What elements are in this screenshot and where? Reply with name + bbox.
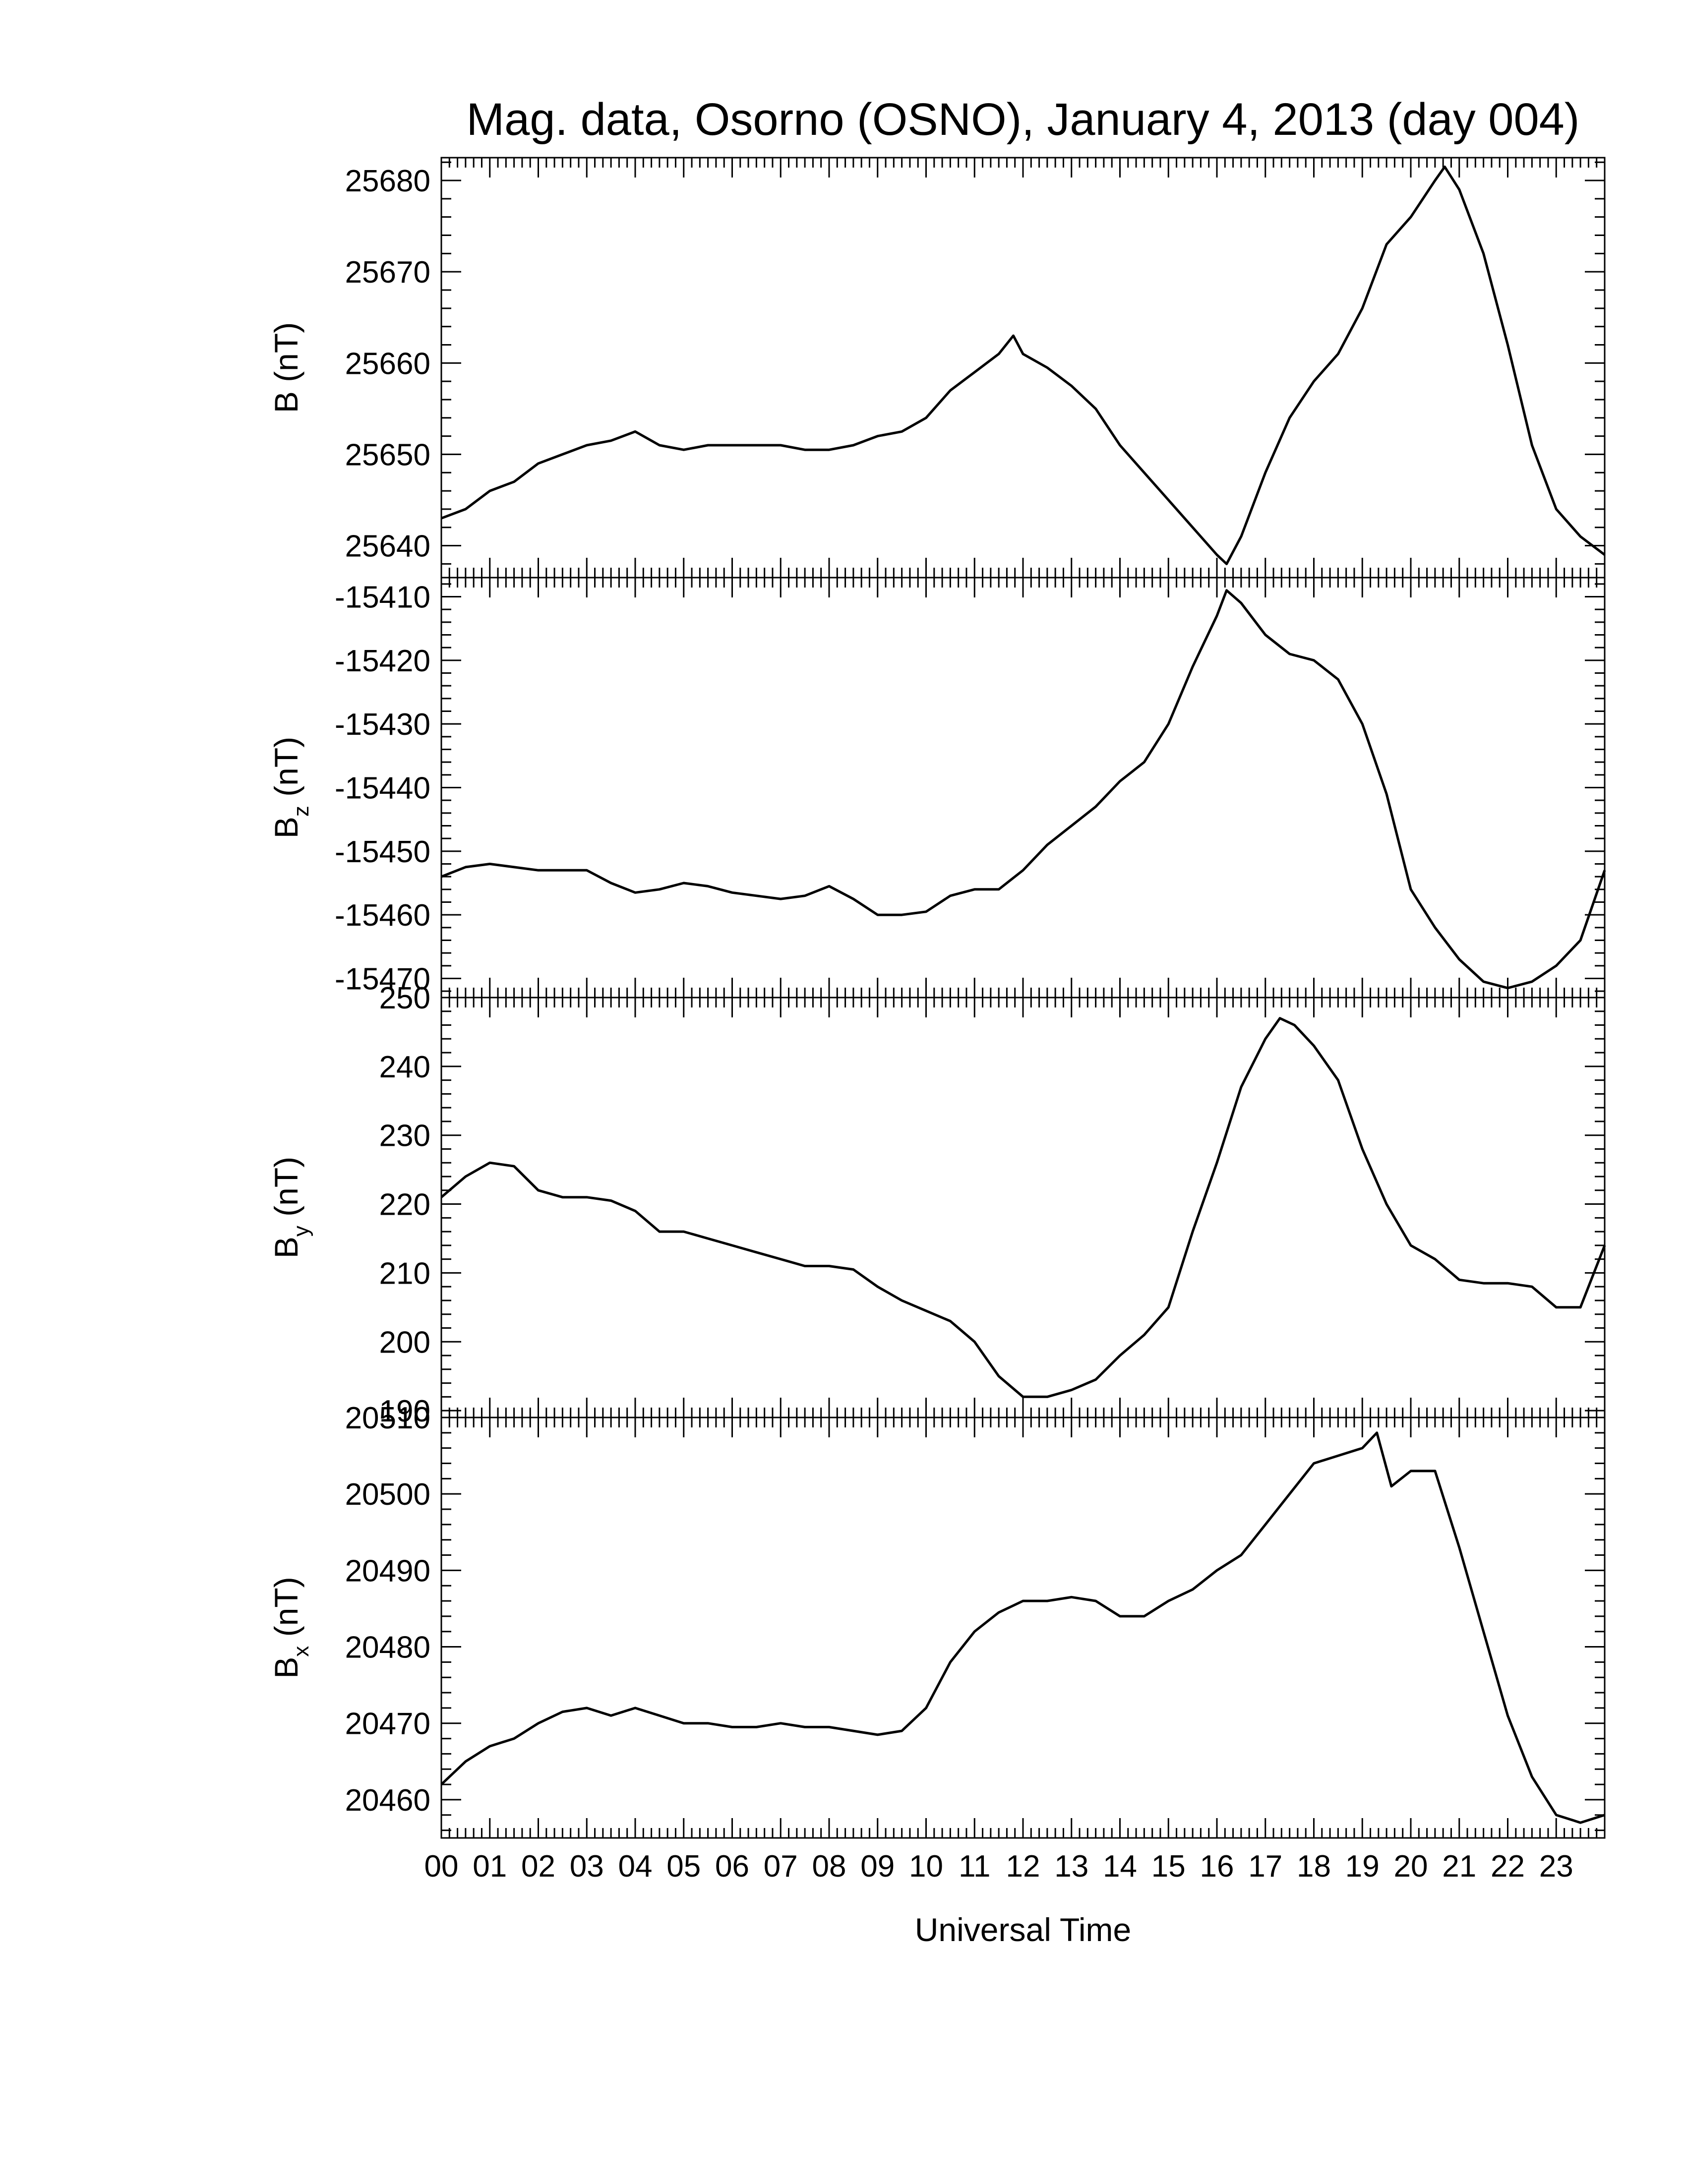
- y-axis-label-unit: (nT): [268, 1157, 304, 1226]
- series-line: [441, 165, 1606, 565]
- panel-frame: [440, 1417, 1606, 1839]
- x-tick-label: 10: [909, 1849, 943, 1884]
- y-tick-label: 20510: [345, 1401, 430, 1435]
- y-tick-label: -15430: [335, 708, 430, 742]
- y-axis-label: Bx (nT): [268, 1577, 313, 1678]
- x-tick-label: 04: [618, 1849, 653, 1884]
- y-tick-label: -15470: [335, 962, 430, 997]
- y-tick-label: 220: [379, 1188, 430, 1222]
- y-tick-label: 250: [379, 981, 430, 1015]
- y-axis-label-unit: (nT): [268, 737, 304, 806]
- y-axis-label-subscript: x: [289, 1646, 313, 1657]
- x-tick-label: 18: [1297, 1849, 1331, 1884]
- x-tick-label: 19: [1345, 1849, 1380, 1884]
- x-tick-label: 13: [1054, 1849, 1088, 1884]
- x-tick-label: 02: [521, 1849, 555, 1884]
- y-tick-label: 20460: [345, 1783, 430, 1818]
- y-tick-label: 230: [379, 1119, 430, 1153]
- y-tick-label: 20480: [345, 1631, 430, 1665]
- y-tick-label: 20470: [345, 1707, 430, 1741]
- series-line: [441, 589, 1606, 990]
- y-axis-label-main: B: [268, 1237, 304, 1258]
- y-axis-label-unit: (nT): [268, 1577, 304, 1646]
- y-axis-label: Bz (nT): [268, 737, 313, 838]
- y-tick-label: 25660: [345, 347, 430, 381]
- y-tick-label: -15410: [335, 581, 430, 615]
- chart-title: Mag. data, Osorno (OSNO), January 4, 201…: [467, 94, 1580, 145]
- y-axis-label: B (nT): [268, 322, 304, 413]
- y-tick-label: 25650: [345, 438, 430, 472]
- x-tick-label: 14: [1103, 1849, 1137, 1884]
- y-axis-label-main: B: [268, 391, 304, 413]
- y-axis-label-unit: (nT): [268, 322, 304, 391]
- series-line: [440, 1431, 1605, 1824]
- x-tick-label: 20: [1394, 1849, 1428, 1884]
- x-tick-label: 16: [1200, 1849, 1234, 1884]
- x-tick-label: 01: [473, 1849, 507, 1884]
- x-tick-label: 06: [715, 1849, 749, 1884]
- y-axis-label-main: B: [268, 1657, 304, 1679]
- y-tick-label: 25680: [345, 164, 430, 198]
- y-tick-label: 20500: [345, 1477, 430, 1512]
- y-tick-label: 190: [379, 1394, 430, 1428]
- y-tick-label: 20490: [345, 1554, 430, 1588]
- x-tick-label: 00: [424, 1849, 459, 1884]
- y-tick-label: -15450: [335, 835, 430, 869]
- x-tick-label: 03: [570, 1849, 604, 1884]
- x-tick-label: 17: [1248, 1849, 1282, 1884]
- y-axis-label-subscript: y: [289, 1226, 313, 1237]
- x-axis-label: Universal Time: [915, 1911, 1131, 1948]
- x-tick-label: 05: [666, 1849, 701, 1884]
- y-tick-label: -15440: [335, 771, 430, 806]
- y-axis-label-main: B: [268, 817, 304, 838]
- x-tick-label: 15: [1151, 1849, 1186, 1884]
- x-tick-label: 07: [764, 1849, 798, 1884]
- y-tick-label: 25670: [345, 255, 430, 290]
- x-tick-label: 23: [1539, 1849, 1573, 1884]
- x-tick-label: 21: [1442, 1849, 1476, 1884]
- x-tick-label: 11: [959, 1849, 990, 1884]
- panel-frame: [440, 577, 1606, 999]
- series-line: [440, 1017, 1606, 1398]
- y-tick-label: 200: [379, 1325, 430, 1359]
- y-tick-label: 25640: [345, 530, 430, 564]
- y-tick-label: -15460: [335, 898, 430, 933]
- panel-frame: [440, 157, 1606, 579]
- y-tick-label: 240: [379, 1050, 430, 1084]
- y-tick-label: -15420: [335, 644, 430, 678]
- panel-frame: [440, 997, 1606, 1418]
- x-tick-label: 22: [1491, 1849, 1525, 1884]
- x-tick-label: 09: [860, 1849, 895, 1884]
- y-axis-label: By (nT): [268, 1157, 313, 1258]
- y-tick-label: 210: [379, 1256, 430, 1291]
- x-tick-label: 12: [1006, 1849, 1040, 1884]
- y-axis-label-subscript: z: [289, 806, 313, 817]
- x-tick-label: 08: [812, 1849, 846, 1884]
